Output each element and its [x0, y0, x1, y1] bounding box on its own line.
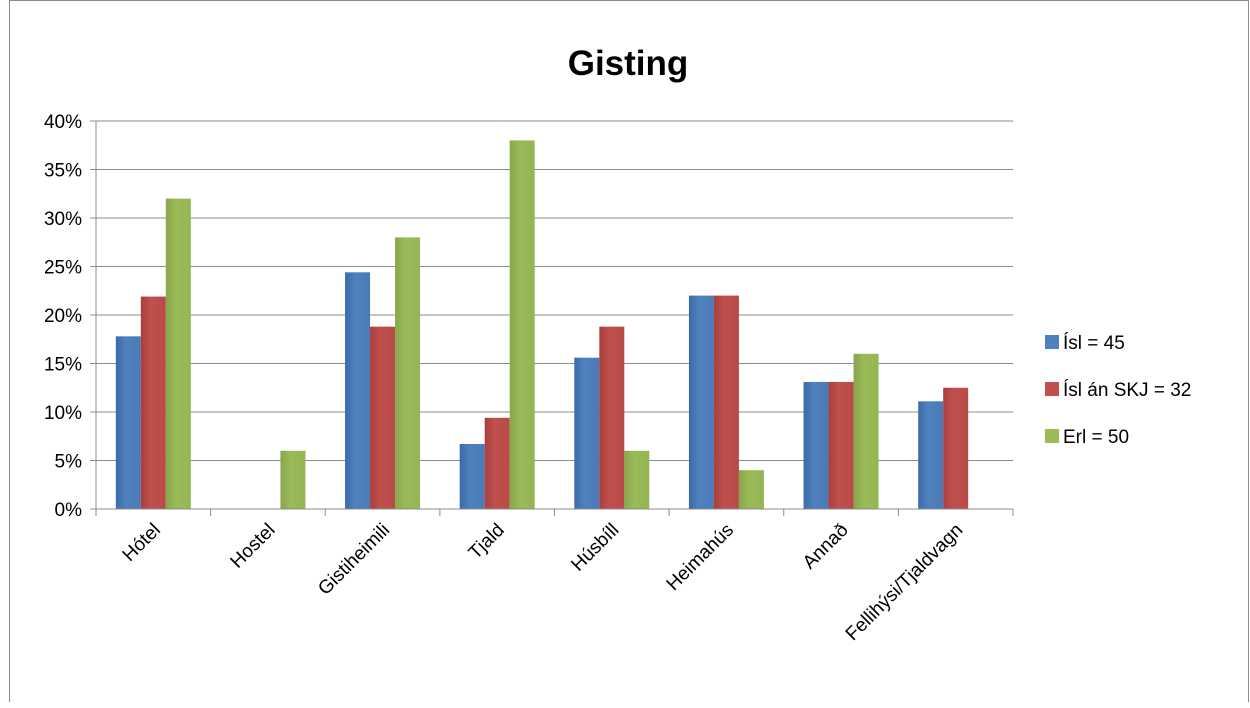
y-tick-label: 20%	[44, 306, 82, 327]
x-tick-label: Heimahús	[663, 520, 738, 595]
x-tick-labels: Hótel Hostel Gistiheimili Tjald Húsbíll Heima…	[119, 520, 968, 645]
chart-title: Gisting	[568, 44, 689, 83]
bar-1-8	[918, 401, 944, 509]
bar-1-3	[345, 272, 371, 509]
bar-2-7	[828, 381, 854, 509]
legend-swatch	[1045, 429, 1059, 443]
y-tick-label: 0%	[55, 500, 83, 521]
x-tick-label: Hostel	[227, 520, 280, 573]
bar-1-4	[459, 444, 485, 509]
y-tick-label: 5%	[55, 452, 83, 473]
legend-label: Ísl = 45	[1063, 333, 1125, 354]
bars	[115, 140, 969, 509]
bar-2-3	[370, 326, 396, 509]
gridlines	[96, 120, 1013, 461]
bar-3-3	[395, 237, 421, 509]
bar-3-1	[165, 198, 191, 509]
chart-frame: Gisting 0% 5% 10% 15% 20% 25% 30% 35% 40% Hótel H…	[9, 0, 1249, 702]
y-tick-label: 15%	[44, 355, 82, 376]
bar-3-5	[624, 450, 650, 509]
bar-2-1	[140, 296, 166, 509]
y-tick-label: 10%	[44, 403, 82, 424]
legend-swatch	[1045, 335, 1059, 349]
x-tick-label: Húsbíll	[567, 520, 623, 576]
legend-label: Ísl án SKJ = 32	[1063, 380, 1191, 401]
x-tick-label: Fellihýsi/Tjaldvagn	[842, 520, 967, 645]
x-tick-label: Annað	[799, 520, 853, 574]
x-tick-label: Gistiheimili	[314, 520, 394, 600]
bar-2-4	[484, 417, 510, 509]
y-tick-label: 25%	[44, 258, 82, 279]
y-tick-label: 40%	[44, 112, 82, 133]
axes	[90, 120, 1014, 516]
legend-label: Erl = 50	[1063, 427, 1129, 448]
bar-3-2	[280, 450, 306, 509]
y-tick-labels: 0% 5% 10% 15% 20% 25% 30% 35% 40%	[44, 112, 82, 521]
bar-1-7	[803, 381, 829, 509]
bar-1-6	[688, 295, 714, 509]
bar-2-6	[713, 295, 739, 509]
y-tick-label: 35%	[44, 161, 82, 182]
bar-1-5	[574, 357, 600, 509]
x-tick-label: Tjald	[465, 520, 509, 564]
bar-1-1	[115, 336, 141, 509]
x-tick-label: Hótel	[119, 520, 165, 566]
bar-2-8	[943, 387, 969, 509]
bar-3-7	[853, 353, 879, 509]
bar-3-4	[509, 140, 535, 509]
legend-swatch	[1045, 382, 1059, 396]
bar-2-5	[599, 326, 625, 509]
bar-chart: Gisting 0%5%10%15%20%25%30%35%40% Hótel H…	[44, 44, 1191, 645]
legend: Ísl = 45 Ísl án SKJ = 32 Erl = 50	[1045, 333, 1191, 448]
bar-3-6	[738, 470, 764, 509]
y-tick-label: 30%	[44, 209, 82, 230]
